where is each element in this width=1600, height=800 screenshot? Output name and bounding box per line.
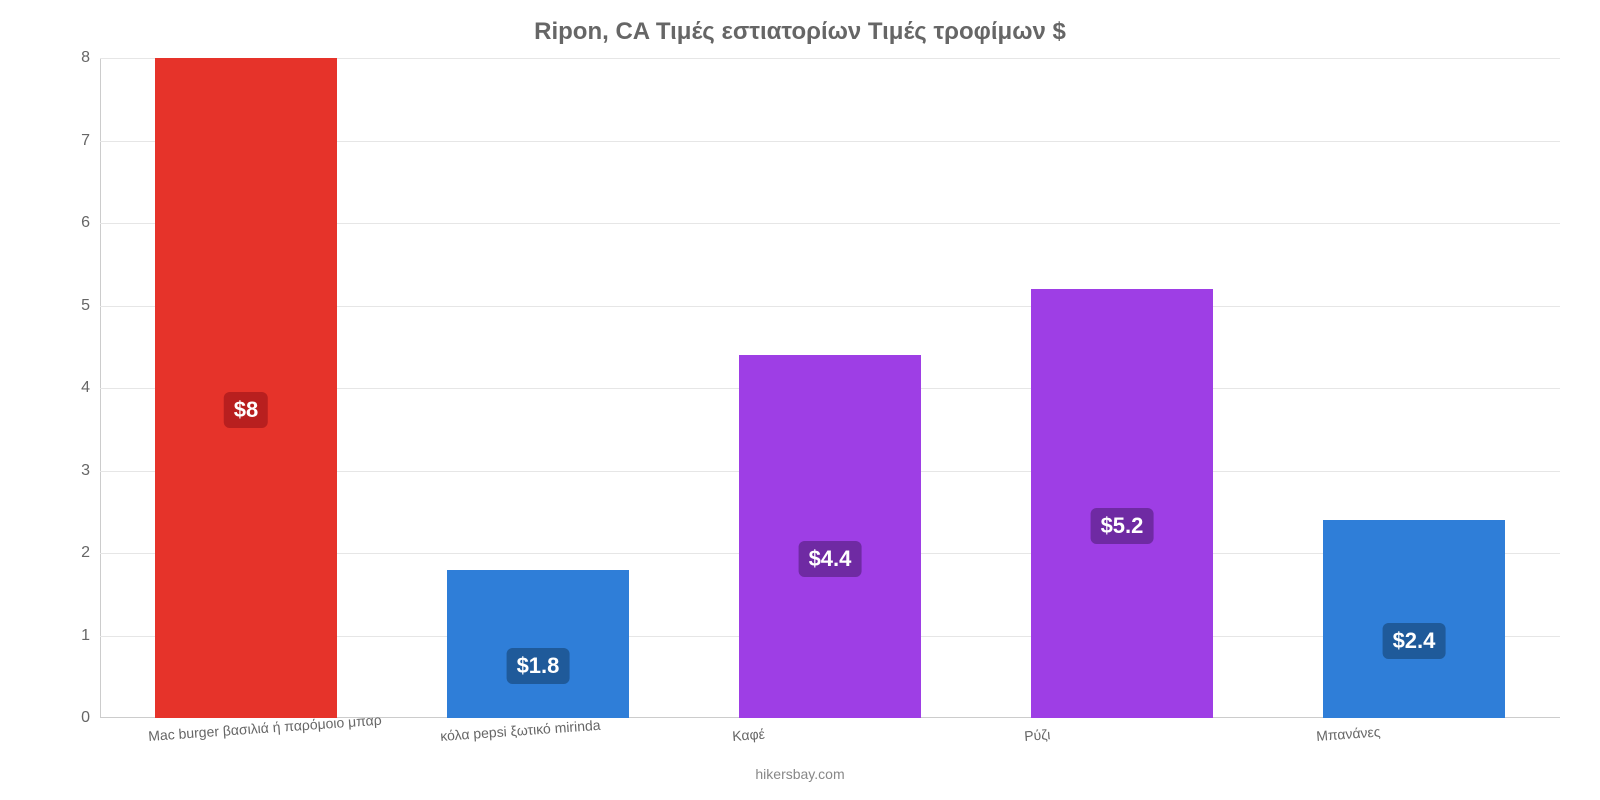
y-tick-label: 4 [81, 379, 100, 397]
bar-value-label: $4.4 [799, 541, 862, 577]
bar-value-label: $1.8 [507, 648, 570, 684]
price-chart: Ripon, CA Τιμές εστιατορίων Τιμές τροφίμ… [0, 0, 1600, 800]
bar-value-label: $8 [224, 392, 268, 428]
bar[interactable]: $2.4 [1323, 520, 1504, 718]
y-tick-label: 1 [81, 627, 100, 645]
y-tick-label: 7 [81, 132, 100, 150]
bar-value-label: $2.4 [1383, 623, 1446, 659]
y-tick-label: 5 [81, 297, 100, 315]
chart-title: Ripon, CA Τιμές εστιατορίων Τιμές τροφίμ… [0, 18, 1600, 46]
x-tick-label: Καφέ [731, 716, 765, 744]
y-tick-label: 3 [81, 462, 100, 480]
bar-value-label: $5.2 [1091, 508, 1154, 544]
x-tick-label: Ρύζι [1023, 716, 1051, 744]
bar[interactable]: $4.4 [739, 355, 920, 718]
x-tick-label: Μπανάνες [1315, 714, 1381, 744]
chart-source: hikersbay.com [0, 766, 1600, 782]
bar[interactable]: $8 [155, 58, 336, 718]
y-tick-label: 0 [81, 709, 100, 727]
y-tick-label: 6 [81, 214, 100, 232]
bar[interactable]: $5.2 [1031, 289, 1212, 718]
y-tick-label: 2 [81, 544, 100, 562]
y-tick-label: 8 [81, 49, 100, 67]
plot-area: 012345678$8Mac burger βασιλιά ή παρόμοιο… [100, 58, 1560, 718]
bar[interactable]: $1.8 [447, 570, 628, 719]
